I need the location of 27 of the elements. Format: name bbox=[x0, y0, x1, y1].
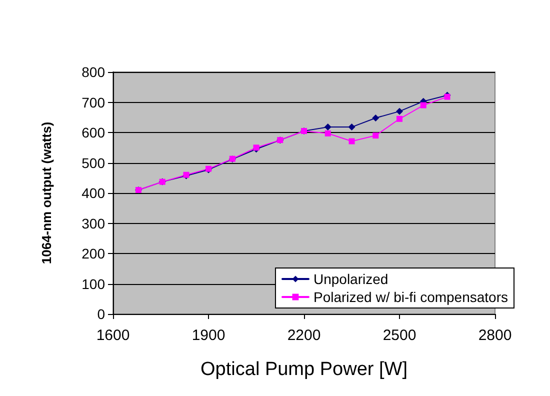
legend-label: Unpolarized bbox=[313, 271, 388, 287]
point bbox=[348, 124, 356, 131]
y-axis-title: 1064-nm output (watts) bbox=[39, 122, 54, 264]
x-tick-label: 1600 bbox=[96, 327, 130, 344]
legend-label: Polarized w/ bi-fi compensators bbox=[313, 289, 508, 305]
point bbox=[324, 130, 331, 136]
y-tick-label: 500 bbox=[82, 154, 106, 171]
x-axis-title: Optical Pump Power [W] bbox=[200, 359, 408, 380]
x-tick-label: 2500 bbox=[382, 327, 416, 344]
y-tick-label: 600 bbox=[82, 124, 106, 140]
point bbox=[372, 114, 380, 122]
x-tick-label: 1900 bbox=[192, 327, 226, 344]
x-tick-label: 2800 bbox=[478, 327, 512, 344]
y-tick-label: 0 bbox=[97, 306, 106, 322]
y-tick-label: 300 bbox=[82, 215, 106, 232]
x-tick-label: 2200 bbox=[287, 327, 321, 344]
point bbox=[396, 108, 403, 115]
y-tick-label: 400 bbox=[82, 185, 106, 201]
point bbox=[324, 124, 332, 131]
point bbox=[348, 138, 355, 144]
point bbox=[420, 102, 426, 108]
y-tick-label: 700 bbox=[82, 94, 106, 110]
point bbox=[372, 132, 379, 139]
y-tick-label: 100 bbox=[82, 276, 106, 292]
y-tick-label: 200 bbox=[82, 246, 106, 262]
point bbox=[396, 116, 402, 122]
y-tick-label: 800 bbox=[82, 64, 106, 80]
